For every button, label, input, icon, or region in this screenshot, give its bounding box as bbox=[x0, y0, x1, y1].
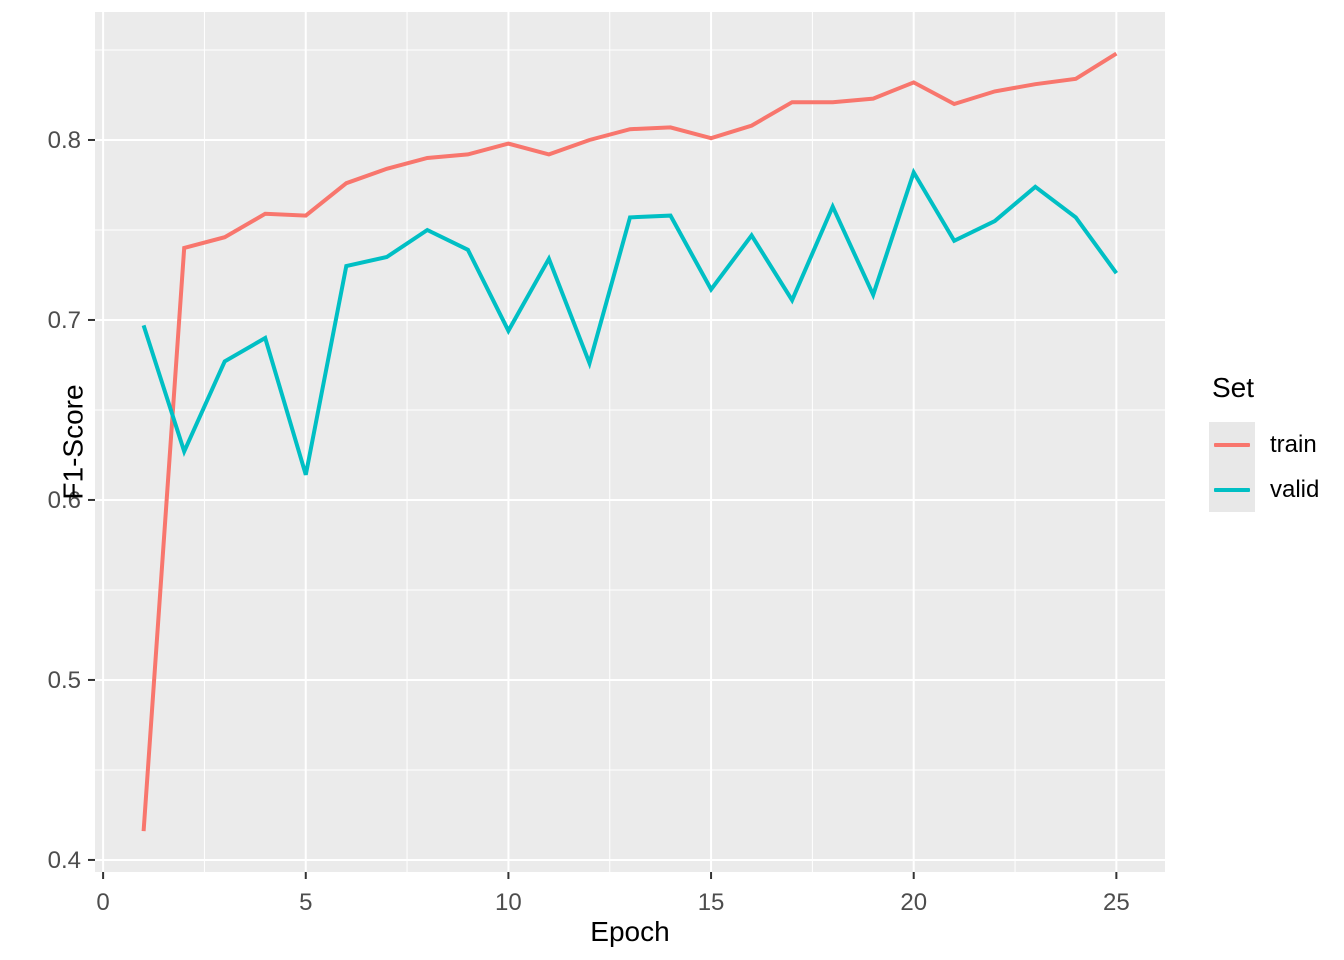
train-line bbox=[141, 51, 1118, 832]
legend-keys: train valid bbox=[1209, 422, 1319, 512]
legend-label-valid: valid bbox=[1270, 475, 1320, 503]
x-tick-label: 20 bbox=[900, 889, 927, 916]
legend-entry-train: train bbox=[1209, 422, 1319, 467]
train-line-swatch bbox=[1214, 442, 1250, 447]
y-axis-title: F1-Score bbox=[57, 384, 89, 500]
legend-key-box-train bbox=[1209, 422, 1255, 467]
x-tick-label: 25 bbox=[1103, 889, 1130, 916]
legend-entry-valid: valid bbox=[1209, 467, 1319, 512]
y-axis-title-wrap: F1-Score bbox=[16, 0, 131, 884]
panel-background bbox=[95, 12, 1165, 872]
valid-line bbox=[141, 167, 1119, 476]
x-tick-label: 5 bbox=[299, 889, 312, 916]
x-tick-label: 0 bbox=[96, 889, 109, 916]
x-tick-label: 10 bbox=[495, 889, 522, 916]
legend-label-train: train bbox=[1270, 430, 1317, 458]
legend-title: Set bbox=[1212, 372, 1255, 403]
y-tick-label: 0.7 bbox=[48, 307, 81, 334]
y-tick-label: 0.8 bbox=[48, 127, 81, 154]
x-tick-label: 15 bbox=[698, 889, 725, 916]
legend: Set train valid bbox=[1209, 372, 1319, 512]
legend-key-box-valid bbox=[1209, 467, 1255, 512]
x-axis-title: Epoch bbox=[590, 916, 670, 947]
y-tick-label: 0.5 bbox=[48, 667, 81, 694]
y-tick-label: 0.6 bbox=[48, 487, 81, 514]
y-tick-label: 0.4 bbox=[48, 847, 81, 874]
valid-line-swatch bbox=[1214, 487, 1250, 492]
